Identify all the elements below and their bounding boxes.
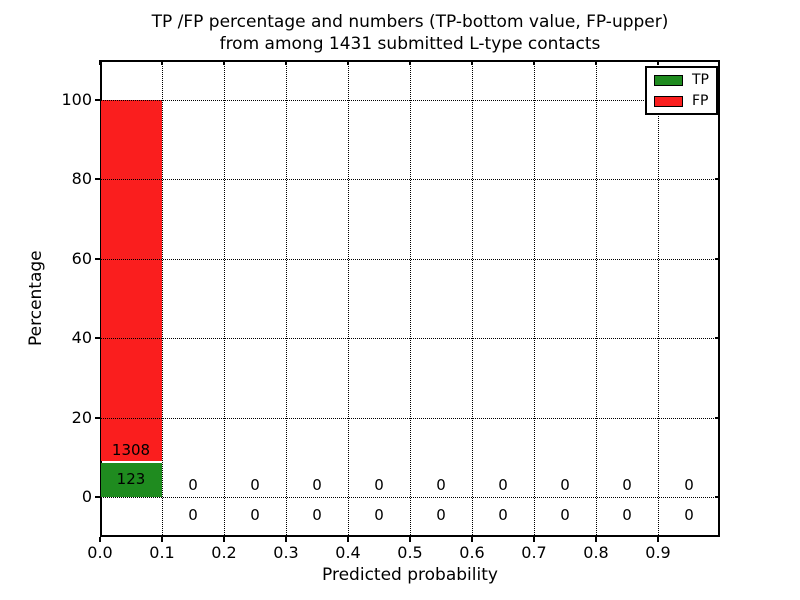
legend-label-tp: TP — [692, 72, 709, 88]
x-tick-label: 0.8 — [583, 543, 609, 562]
tp-count-label: 0 — [684, 505, 694, 524]
x-tick-bottom — [409, 537, 411, 542]
v-gridline — [348, 60, 349, 537]
tp-swatch-icon — [654, 74, 683, 86]
tp-bar-segment — [101, 463, 162, 498]
y-tick-left — [95, 178, 100, 181]
x-tick-label: 0.7 — [521, 543, 547, 562]
v-gridline — [534, 60, 535, 537]
v-gridline — [224, 60, 225, 537]
x-tick-bottom — [533, 537, 535, 542]
legend-entry-tp: TP — [654, 73, 709, 87]
y-tick-right — [715, 416, 720, 419]
y-tick-label: 80 — [71, 169, 92, 189]
x-tick-bottom — [285, 537, 287, 542]
x-tick-label: 0.0 — [87, 543, 113, 562]
tp-count-label: 0 — [188, 505, 198, 524]
x-tick-bottom — [657, 537, 659, 542]
y-tick-right — [715, 496, 720, 499]
y-tick-left — [95, 416, 100, 419]
y-tick-label: 60 — [71, 248, 92, 268]
chart-title: TP /FP percentage and numbers (TP-bottom… — [60, 11, 760, 55]
x-tick-label: 0.4 — [335, 543, 361, 562]
x-tick-top — [347, 60, 349, 65]
tp-count-label: 0 — [498, 505, 508, 524]
x-tick-label: 0.2 — [211, 543, 237, 562]
x-tick-top — [409, 60, 411, 65]
fp-bar-segment — [101, 99, 162, 462]
x-tick-label: 0.1 — [149, 543, 175, 562]
x-tick-top — [533, 60, 535, 65]
x-tick-top — [657, 60, 659, 65]
tp-count-label: 0 — [436, 505, 446, 524]
x-tick-bottom — [223, 537, 225, 542]
legend-entry-fp: FP — [654, 94, 709, 108]
y-tick-right — [715, 337, 720, 340]
x-tick-bottom — [471, 537, 473, 542]
v-gridline — [410, 60, 411, 537]
x-tick-bottom — [347, 537, 349, 542]
y-tick-label: 100 — [61, 89, 92, 109]
fp-count-label: 0 — [622, 476, 632, 495]
legend-label-fp: FP — [692, 93, 709, 109]
y-tick-label: 20 — [71, 407, 92, 427]
tp-count-label: 0 — [312, 505, 322, 524]
x-tick-top — [99, 60, 101, 65]
fp-count-label: 0 — [436, 476, 446, 495]
fp-swatch-icon — [654, 95, 683, 107]
fp-count-label: 0 — [312, 476, 322, 495]
tp-count-label: 0 — [374, 505, 384, 524]
fp-count-label: 0 — [188, 476, 198, 495]
x-tick-top — [471, 60, 473, 65]
v-gridline — [596, 60, 597, 537]
x-tick-bottom — [161, 537, 163, 542]
y-tick-left — [95, 257, 100, 260]
y-tick-right — [715, 178, 720, 181]
fp-count-label: 0 — [374, 476, 384, 495]
x-tick-top — [223, 60, 225, 65]
x-tick-bottom — [595, 537, 597, 542]
tp-count-label: 0 — [622, 505, 632, 524]
chart-title-line2: from among 1431 submitted L-type contact… — [219, 34, 601, 54]
y-axis-label: Percentage — [26, 250, 46, 347]
x-axis-label: Predicted probability — [322, 565, 498, 585]
fp-count-label: 0 — [684, 476, 694, 495]
y-tick-left — [95, 98, 100, 101]
x-tick-top — [161, 60, 163, 65]
tp-count-label: 0 — [250, 505, 260, 524]
v-gridline — [286, 60, 287, 537]
legend: TP FP — [645, 66, 718, 115]
fp-count-label: 1308 — [111, 441, 151, 460]
v-gridline — [472, 60, 473, 537]
y-tick-label: 0 — [81, 487, 92, 507]
fp-count-label: 0 — [560, 476, 570, 495]
x-tick-label: 0.5 — [397, 543, 423, 562]
y-tick-left — [95, 496, 100, 499]
tp-count-label: 123 — [116, 469, 146, 488]
fp-count-label: 0 — [250, 476, 260, 495]
chart-title-line1: TP /FP percentage and numbers (TP-bottom… — [151, 12, 669, 32]
tp-count-label: 0 — [560, 505, 570, 524]
y-tick-label: 40 — [71, 328, 92, 348]
y-tick-left — [95, 337, 100, 340]
y-tick-right — [715, 257, 720, 260]
v-gridline — [162, 60, 163, 537]
v-gridline — [658, 60, 659, 537]
x-tick-top — [285, 60, 287, 65]
x-tick-label: 0.9 — [645, 543, 671, 562]
fp-count-label: 0 — [498, 476, 508, 495]
x-tick-label: 0.6 — [459, 543, 485, 562]
x-tick-bottom — [99, 537, 101, 542]
x-tick-top — [595, 60, 597, 65]
x-tick-label: 0.3 — [273, 543, 299, 562]
